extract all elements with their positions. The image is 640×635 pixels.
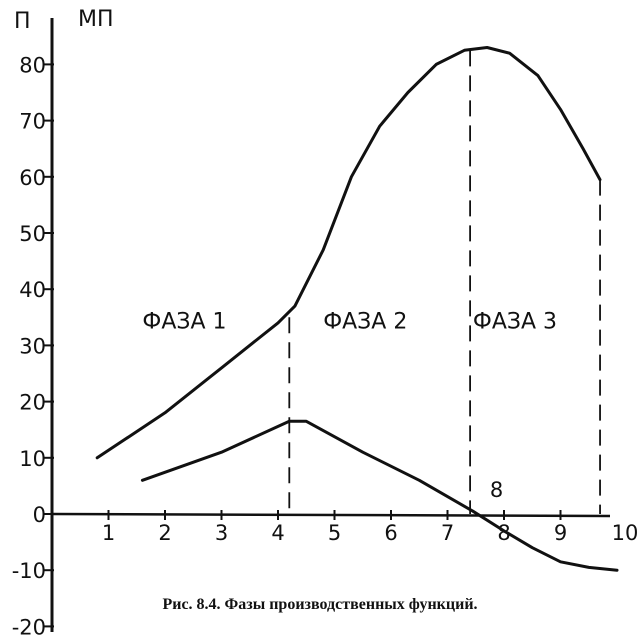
x-tick-label: 4 <box>271 521 284 545</box>
y-tick-label: 70 <box>19 110 46 134</box>
phase-label: ФАЗА 1 <box>142 310 226 335</box>
figure-caption: Рис. 8.4. Фазы производственных функций. <box>162 596 478 613</box>
y-tick-label: 0 <box>33 503 46 527</box>
y-tick-label: 30 <box>19 334 46 358</box>
x-tick-label: 10 <box>612 521 639 545</box>
x-tick-label: 6 <box>384 521 397 545</box>
phase-label: ФАЗА 3 <box>473 310 557 335</box>
y-tick-label: 20 <box>19 391 46 415</box>
phase-labels: ФАЗА 1 ФАЗА 2 ФАЗА 3 <box>142 310 557 335</box>
y-tick-label: 60 <box>19 166 46 190</box>
y-ticks: -20 -10 0 10 20 30 40 50 60 70 80 <box>12 53 54 635</box>
y-tick-label: 50 <box>19 222 46 246</box>
x-ticks: 1 2 3 4 5 6 7 8 9 10 <box>102 510 639 545</box>
x-tick-label: 8 <box>497 521 510 545</box>
x-tick-label: 2 <box>158 521 171 545</box>
series-line-upper <box>95 46 602 460</box>
y-tick-label: 10 <box>19 447 46 471</box>
x-tick-label: 1 <box>102 521 115 545</box>
x-tick-label: 3 <box>215 521 228 545</box>
y-tick-label: 40 <box>19 278 46 302</box>
phase-label: ФАЗА 2 <box>323 310 407 335</box>
x-axis <box>51 512 611 518</box>
series-line-lower <box>140 419 619 572</box>
x-tick-label: 5 <box>328 521 341 545</box>
y-axis-label-mp: МП <box>78 7 114 32</box>
point-annotation: 8 <box>490 478 503 502</box>
y-tick-label: -20 <box>12 615 46 635</box>
x-tick-label: 7 <box>441 521 454 545</box>
y-axis-label-p: П <box>14 9 31 34</box>
x-tick-label: 9 <box>554 521 567 545</box>
y-tick-label: 80 <box>19 53 46 77</box>
series-group <box>95 46 619 572</box>
annotations: 8 <box>490 478 503 502</box>
phase-boundaries <box>288 50 601 514</box>
y-tick-label: -10 <box>12 559 46 583</box>
